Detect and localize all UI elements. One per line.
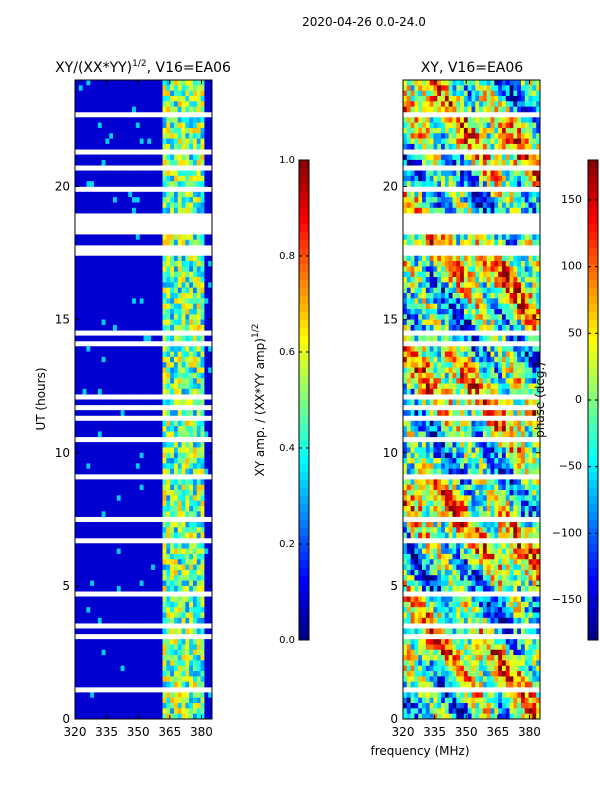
phase-heatmap — [402, 79, 541, 720]
amplitude-colorbar-ticks: 0.0 0.2 0.4 0.6 0.8 1.0 — [279, 155, 309, 646]
x-tick-label: 335 — [423, 725, 446, 739]
y-tick-label: 0 — [62, 712, 70, 726]
amplitude-y-label: UT (hours) — [34, 367, 48, 430]
y-tick-label: 15 — [383, 313, 398, 327]
x-tick-label: 335 — [95, 725, 118, 739]
phase-panel: XY, V16=EA06 320 335 350 365 380 0 5 10 15 20 — [383, 60, 541, 739]
phase-x-axis: 320 335 350 365 380 — [392, 80, 541, 739]
colorbar-tick-label: 50 — [568, 326, 582, 339]
x-tick-label: 380 — [518, 725, 541, 739]
amplitude-colorbar-gradient — [298, 159, 310, 641]
colorbar-tick-label: 0.4 — [279, 443, 295, 454]
colorbar-tick-label: 0.8 — [279, 251, 295, 262]
colorbar-tick-label: 0.6 — [279, 347, 295, 358]
amplitude-colorbar: 0.0 0.2 0.4 0.6 0.8 1.0 XY amp. / (XX*YY amp)… — [251, 155, 310, 646]
figure-title: 2020-04-26 0.0-24.0 — [302, 15, 426, 29]
x-tick-label: 350 — [455, 725, 478, 739]
phase-panel-title: XY, V16=EA06 — [421, 60, 523, 76]
x-tick-label: 320 — [392, 725, 415, 739]
phase-colorbar-ticks: −150 −100 −50 0 50 100 150 — [552, 193, 598, 606]
y-tick-label: 5 — [62, 579, 70, 593]
amplitude-panel-title: XY/(XX*YY)1/2, V16=EA06 — [55, 59, 231, 76]
y-tick-label: 10 — [55, 446, 70, 460]
x-tick-label: 350 — [127, 725, 150, 739]
colorbar-tick-label: 0 — [575, 393, 582, 406]
amplitude-panel: XY/(XX*YY)1/2, V16=EA06 320 335 350 365 380 … — [34, 59, 231, 739]
phase-y-axis: 0 5 10 15 20 — [383, 180, 540, 726]
phase-colorbar-label: phase (deg.) — [533, 362, 547, 438]
colorbar-tick-label: 1.0 — [279, 155, 295, 166]
colorbar-tick-label: −150 — [552, 593, 582, 606]
colorbar-tick-label: 100 — [561, 260, 582, 273]
y-tick-label: 15 — [55, 313, 70, 327]
y-tick-label: 0 — [390, 712, 398, 726]
x-tick-label: 365 — [158, 725, 181, 739]
x-tick-label: 365 — [486, 725, 509, 739]
amplitude-colorbar-label: XY amp. / (XX*YY amp)1/2 — [251, 324, 267, 477]
amplitude-y-axis: 0 5 10 15 20 — [55, 180, 212, 726]
colorbar-tick-label: −50 — [559, 460, 582, 473]
phase-colorbar: −150 −100 −50 0 50 100 150 phase (deg.) — [533, 159, 599, 641]
amplitude-x-axis: 320 335 350 365 380 — [64, 80, 213, 739]
y-tick-label: 20 — [383, 180, 398, 194]
amplitude-heatmap — [74, 79, 213, 720]
y-tick-label: 5 — [390, 579, 398, 593]
y-tick-label: 10 — [383, 446, 398, 460]
colorbar-tick-label: 0.0 — [279, 635, 295, 646]
x-axis-label: frequency (MHz) — [370, 744, 469, 758]
x-tick-label: 380 — [190, 725, 213, 739]
colorbar-tick-label: 150 — [561, 193, 582, 206]
y-tick-label: 20 — [55, 180, 70, 194]
x-tick-label: 320 — [64, 725, 87, 739]
colorbar-tick-label: −100 — [552, 526, 582, 539]
colorbar-tick-label: 0.2 — [279, 539, 295, 550]
phase-colorbar-gradient — [587, 159, 599, 641]
